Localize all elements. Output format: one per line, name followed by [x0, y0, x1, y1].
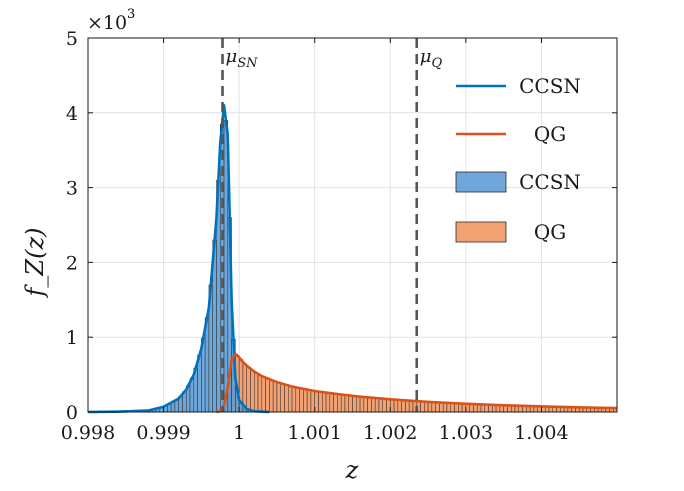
histogram-bar-qg [310, 390, 315, 413]
histogram-bar-qg [276, 382, 281, 413]
histogram-bar-qg [356, 396, 361, 413]
histogram-bar-qg [325, 392, 331, 413]
histogram-bar-qg [261, 376, 266, 413]
axes-box [87, 37, 618, 413]
histogram-bar-qg [303, 388, 308, 413]
y-tick-label: 5 [66, 28, 78, 50]
histogram-bar-qg [254, 372, 259, 413]
histogram-bar-qg [401, 399, 406, 413]
x-tick-label: 0.999 [136, 422, 190, 444]
histogram-bar-qg [367, 397, 372, 413]
curve-qg [215, 352, 618, 414]
x-tick-label: 0.998 [61, 422, 115, 444]
x-tick-label: 1.002 [363, 422, 417, 444]
x-tick-label: 1 [233, 422, 245, 444]
histogram-bar-qg [269, 379, 274, 413]
histogram-bar-qg [265, 378, 270, 413]
y-tick-label: 3 [66, 178, 78, 200]
histogram-bar-qg [348, 395, 353, 413]
histogram-bar-qg [386, 398, 391, 413]
legend: CCSN QG CCSN QG [455, 74, 581, 244]
legend-label-ccsn: CCSN [519, 74, 581, 98]
legend-patch-ccsn [455, 171, 507, 193]
histogram-bar-qg [257, 374, 263, 413]
histogram-bar-qg [314, 391, 319, 413]
histogram-bar-qg [291, 386, 297, 413]
histogram-bar-qg [333, 393, 338, 413]
histogram-bar-qg [337, 394, 342, 413]
tick-labels: 0.998 0.999 1 1.001 1.002 1.003 1.004 0 1 2 3 4 5 [61, 28, 569, 444]
y-tick-label: 4 [66, 103, 78, 125]
mean-markers: μSN μQ [221, 38, 443, 412]
histogram-bar-qg [363, 396, 368, 413]
x-tick-label: 1.001 [288, 422, 342, 444]
histogram-bar-qg [397, 399, 402, 413]
y-multiplier-base: ×10 [87, 12, 127, 34]
density-curves [87, 104, 618, 414]
histogram-bar-qg [329, 393, 334, 413]
histogram-bar-qg [371, 397, 376, 413]
histogram-bar-qg [390, 399, 395, 413]
histogram-bar-qg [284, 384, 289, 413]
mean-label-q: μQ [420, 46, 443, 71]
mean-label-sn: μSN [226, 46, 259, 71]
histogram-bar-qg [246, 366, 251, 413]
histogram-bar-qg [427, 401, 433, 413]
legend-label-ccsn: CCSN [519, 170, 581, 194]
x-axis-label: z [345, 456, 359, 484]
y-multiplier-exponent: 3 [127, 7, 135, 22]
x-tick-label: 1.003 [439, 422, 493, 444]
histogram-bar-qg [420, 401, 425, 413]
histogram-bar-qg [435, 402, 440, 413]
y-axis-label: f_Z(z) [21, 228, 49, 299]
histogram-bar-qg [424, 401, 429, 413]
histogram-bar-qg [299, 388, 304, 413]
histogram-bar-qg [280, 383, 285, 413]
histogram-bar-qg [442, 402, 448, 413]
histogram-bar-qg [344, 394, 349, 413]
histogram-bar-qg [288, 385, 293, 413]
histogram-bar-qg [408, 400, 414, 413]
histogram-bar-qg [378, 398, 383, 413]
histogram-bars [133, 120, 618, 413]
histogram-bar-qg [322, 392, 327, 413]
y-tick-label: 2 [66, 252, 78, 274]
histogram-bar-qg [431, 401, 436, 413]
legend-label-qg: QG [534, 122, 566, 146]
histogram-bar-qg [374, 397, 380, 413]
histogram-bar-qg [382, 398, 387, 413]
histogram-bar-qg [272, 381, 278, 413]
legend-label-qg: QG [534, 220, 566, 244]
histogram-bar-qg [352, 395, 357, 413]
histogram-bar-qg [405, 400, 410, 413]
histogram-bar-qg [439, 402, 444, 413]
y-tick-label: 1 [66, 327, 78, 349]
legend-patch-qg [455, 221, 507, 243]
histogram-bar-qg [393, 399, 399, 413]
y-tick-label: 0 [66, 402, 78, 424]
histogram-bar-qg [340, 394, 346, 413]
histogram-bar-qg [318, 391, 323, 413]
histogram-bar-qg [359, 396, 365, 413]
x-tick-label: 1.004 [514, 422, 568, 444]
plot-frame [87, 37, 618, 413]
histogram-bar-qg [250, 369, 255, 413]
histogram-bar-qg [295, 387, 300, 413]
histogram-bar-qg [306, 389, 312, 413]
